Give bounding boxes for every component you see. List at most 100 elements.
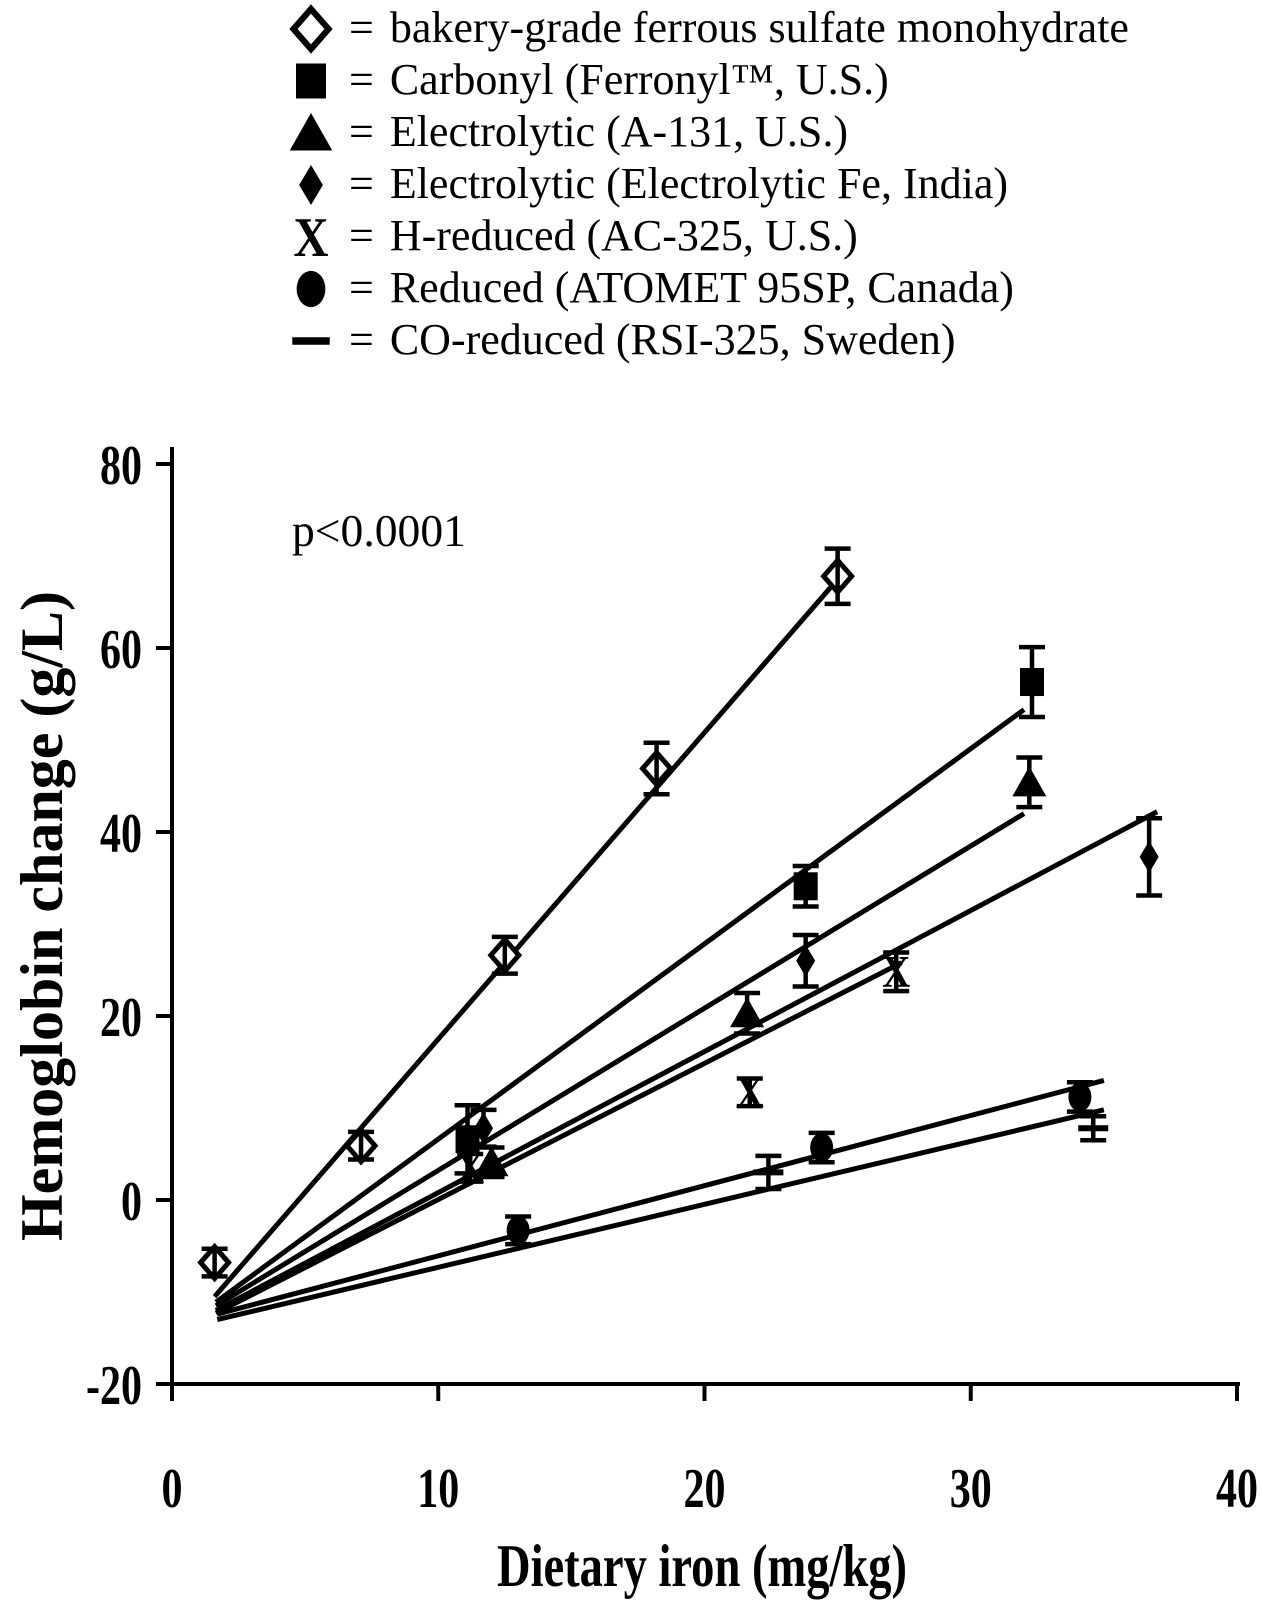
filled-square-marker xyxy=(1019,668,1044,697)
trend-line xyxy=(214,707,1026,1305)
x-tick-label: 10 xyxy=(417,1458,459,1520)
series-7-dash xyxy=(216,1107,1109,1323)
data-point xyxy=(1066,1079,1093,1114)
trend-line xyxy=(216,1107,1105,1323)
error-bar xyxy=(201,1246,228,1279)
y-tick-label: -20 xyxy=(86,1355,142,1417)
filled-circle-marker xyxy=(810,1133,834,1163)
legend-marker-dash-icon xyxy=(283,314,339,366)
data-point xyxy=(820,546,855,607)
x-tick-label: 0 xyxy=(162,1458,183,1520)
filled-circle-marker xyxy=(1068,1082,1092,1112)
y-tick-label: 20 xyxy=(100,987,142,1049)
legend-item: = Reduced (ATOMET 95SP, Canada) xyxy=(283,262,1129,314)
data-point xyxy=(343,1125,379,1166)
data-point xyxy=(1018,644,1045,720)
data-point xyxy=(808,1130,835,1165)
error-bar xyxy=(457,1151,484,1184)
series-6-filled-circle xyxy=(216,1077,1105,1317)
x-icon: X xyxy=(294,210,329,262)
filled-diamond-icon xyxy=(299,165,323,205)
legend-equals: = xyxy=(349,55,374,104)
legend-item-label: H-reduced (AC-325, U.S.) xyxy=(389,211,858,260)
error-bar xyxy=(824,546,851,607)
trend-line xyxy=(214,809,1159,1313)
x-marker: X xyxy=(736,1067,764,1117)
legend-equals: = xyxy=(349,263,374,312)
data-point xyxy=(792,932,819,989)
data-point: X xyxy=(736,1067,764,1117)
filled-circle-icon xyxy=(296,270,326,308)
legend-equals: = xyxy=(349,315,374,364)
legend-item: = CO-reduced (RSI-325, Sweden) xyxy=(283,314,1129,366)
trend-line xyxy=(216,1077,1105,1317)
trend-line xyxy=(214,811,1026,1308)
legend-equals: = xyxy=(349,159,374,208)
legend-item: = Electrolytic (A-131, U.S.) xyxy=(283,106,1129,158)
x-axis-title: Dietary iron (mg/kg) xyxy=(497,1533,907,1599)
legend-equals: = xyxy=(349,211,374,260)
x-tick-label: 20 xyxy=(684,1458,726,1520)
legend-item: = bakery-grade ferrous sulfate monohydrat… xyxy=(283,2,1129,54)
legend-item-label: Electrolytic (Electrolytic Fe, India) xyxy=(389,159,1009,208)
svg-text:X: X xyxy=(882,947,910,997)
x-marker: X xyxy=(882,947,910,997)
error-bar xyxy=(883,950,910,994)
data-point xyxy=(470,1107,497,1149)
y-axis-title: Hemoglobin change (g/L) xyxy=(9,591,75,1241)
x-axis: 0 10 20 30 40 xyxy=(162,1382,1258,1520)
filled-diamond-marker xyxy=(1139,840,1159,873)
x-tick-label: 40 xyxy=(1216,1458,1258,1520)
y-tick-label: 40 xyxy=(100,803,142,865)
data-point: X xyxy=(882,947,910,997)
legend-marker-x-icon: X xyxy=(283,210,339,262)
filled-square-marker xyxy=(793,872,818,901)
trend-line xyxy=(212,583,835,1299)
data-point xyxy=(1078,1114,1109,1143)
data-point xyxy=(753,1153,784,1192)
error-bar xyxy=(643,740,670,797)
legend-item: = Electrolytic (Electrolytic Fe, India) xyxy=(283,158,1129,210)
legend-item-label: Carbonyl (Ferronyl™, U.S.) xyxy=(389,55,889,104)
y-axis: 80 60 40 20 0 -20 xyxy=(86,435,174,1417)
filled-triangle-icon xyxy=(289,113,333,151)
error-bar xyxy=(348,1129,375,1162)
y-tick-label: 80 xyxy=(100,435,142,497)
legend-item-label: Reduced (ATOMET 95SP, Canada) xyxy=(389,263,1014,312)
legend-item-label: CO-reduced (RSI-325, Sweden) xyxy=(389,315,956,364)
data-point: X xyxy=(456,1143,484,1193)
filled-diamond-marker xyxy=(474,1112,494,1145)
data-point xyxy=(639,740,674,797)
legend: = bakery-grade ferrous sulfate monohydrat… xyxy=(283,2,1129,366)
series-1-open-diamond xyxy=(197,546,855,1299)
svg-text:X: X xyxy=(736,1067,764,1117)
legend-item-label: bakery-grade ferrous sulfate monohydrate xyxy=(389,3,1129,52)
legend-equals: = xyxy=(349,3,374,52)
series-2-filled-square xyxy=(214,644,1045,1305)
legend-equals: = xyxy=(349,107,374,156)
y-tick-label: 60 xyxy=(100,619,142,681)
error-bar xyxy=(736,1076,763,1109)
series-5-x: X X X xyxy=(214,947,910,1316)
series-4-filled-diamond xyxy=(214,809,1163,1313)
data-point xyxy=(197,1242,232,1283)
data-point xyxy=(1136,815,1163,898)
error-bar xyxy=(491,934,518,976)
filled-diamond-marker xyxy=(796,944,816,977)
legend-item-label: Electrolytic (A-131, U.S.) xyxy=(389,107,849,156)
filled-triangle-marker xyxy=(730,997,765,1028)
y-tick-label: 0 xyxy=(121,1171,142,1233)
svg-text:X: X xyxy=(456,1143,484,1193)
legend-marker-filled-diamond-icon xyxy=(283,158,339,210)
legend-item: = Carbonyl (Ferronyl™, U.S.) xyxy=(283,54,1129,106)
legend-marker-filled-square-icon xyxy=(283,54,339,106)
data-point xyxy=(1012,755,1047,810)
trend-line xyxy=(214,960,903,1316)
filled-triangle-marker xyxy=(1012,766,1047,797)
p-value-annotation: p<0.0001 xyxy=(292,505,466,556)
legend-item: X = H-reduced (AC-325, U.S.) xyxy=(283,210,1129,262)
svg-text:X: X xyxy=(294,210,329,262)
data-point xyxy=(505,1214,532,1247)
